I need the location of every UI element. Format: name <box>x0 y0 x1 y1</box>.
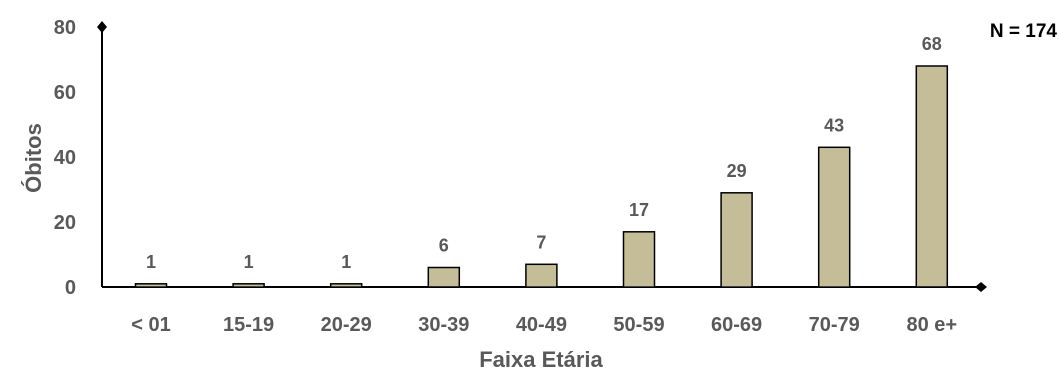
y-tick-label: 0 <box>65 277 76 299</box>
data-label: 43 <box>824 115 844 135</box>
y-tick-label: 60 <box>54 82 76 104</box>
x-tick-label: 20-29 <box>321 314 372 336</box>
bar <box>134 283 168 288</box>
bar <box>427 266 461 288</box>
data-label: 6 <box>439 236 449 256</box>
data-labels: 1 1 1 6 7 17 29 43 68 <box>146 34 942 272</box>
y-tick-labels: 0 20 40 60 80 <box>54 17 76 299</box>
y-tick-label: 80 <box>54 17 76 39</box>
x-tick-label: < 01 <box>131 314 170 336</box>
x-axis-end-marker <box>975 282 987 292</box>
y-tick-label: 20 <box>54 212 76 234</box>
x-axis-label: Faixa Etária <box>479 347 603 372</box>
x-tick-label: 60-69 <box>711 314 762 336</box>
x-tick-label: 50-59 <box>613 314 664 336</box>
data-label: 1 <box>341 252 351 272</box>
x-tick-label: 80 e+ <box>906 314 957 336</box>
bars <box>134 65 949 288</box>
bar <box>329 283 363 288</box>
y-axis-label: Óbitos <box>21 123 46 193</box>
x-tick-label: 40-49 <box>516 314 567 336</box>
bar <box>915 65 949 288</box>
data-label: 7 <box>536 232 546 252</box>
y-tick-label: 40 <box>54 147 76 169</box>
y-axis <box>97 21 107 287</box>
x-tick-label: 30-39 <box>418 314 469 336</box>
bar <box>232 283 265 288</box>
data-label: 29 <box>727 161 747 181</box>
x-tick-label: 15-19 <box>223 314 274 336</box>
data-label: 1 <box>146 252 156 272</box>
bar <box>817 146 851 288</box>
bar <box>622 231 656 288</box>
sample-size-annotation: N = 174 <box>990 21 1058 42</box>
x-tick-labels: < 01 15-19 20-29 30-39 40-49 50-59 60-69 70-79 8… <box>131 314 957 336</box>
data-label: 17 <box>629 200 649 220</box>
bar <box>720 192 753 288</box>
data-label: 1 <box>244 252 254 272</box>
bar <box>525 263 558 288</box>
y-axis-end-marker <box>97 21 107 33</box>
data-label: 68 <box>922 34 942 54</box>
x-tick-label: 70-79 <box>809 314 860 336</box>
